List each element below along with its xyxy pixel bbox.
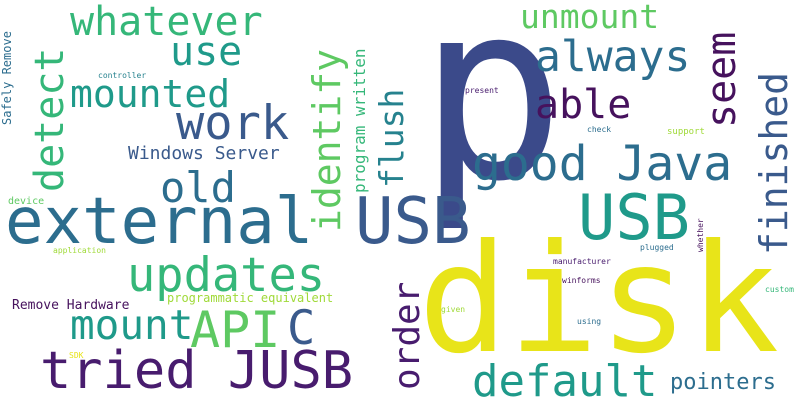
word-good-java: good Java [472,136,733,192]
word-finished: finished [752,71,796,255]
word-usb-1: USB [355,185,471,259]
word-mount: mount [70,301,194,349]
word-safely-remove: Safely Remove [0,31,14,125]
word-order: order [387,281,428,390]
word-external: external [5,185,314,259]
word-application: application [53,246,106,255]
word-device: device [8,196,45,207]
word-able: able [535,82,632,128]
word-plugged: plugged [640,243,674,252]
word-support: support [667,127,705,137]
word-detect: detect [27,47,73,193]
word-use: use [170,29,243,75]
word-whether: whether [696,218,705,252]
word-pointers: pointers [670,370,776,395]
word-custom: custom [765,285,794,294]
word-disk: disk [418,213,780,387]
word-remove-hardware: Remove Hardware [12,298,130,313]
word-old: old [160,163,236,212]
word-present: present [465,86,499,95]
word-windows-server: Windows Server [128,143,280,164]
word-whatever: whatever [70,0,263,45]
word-usb-2: USB [578,181,690,254]
word-program-written: program written [350,48,369,194]
word-unmount: unmount [520,0,660,36]
word-work: work [176,96,290,151]
word-identify: identify [305,48,349,232]
word-mounted: mounted [70,72,231,116]
word-seem: seem [699,31,745,128]
word-always: always [535,32,691,82]
word-programmatic-equivalent: programmatic equivalent [167,291,334,305]
word-winforms: winforms [562,276,601,285]
word-flush: flush [372,88,411,188]
word-controller: controller [98,71,147,80]
word-api: API [190,301,281,359]
word-default: default [472,356,658,400]
word-manufacturer: manufacturer [553,257,611,266]
word-check: check [587,125,612,134]
word-updates: updates [127,248,326,303]
word-c: C [287,301,316,356]
word-p: p [418,0,566,235]
word-sdk: SDK [69,351,84,360]
word-using: using [577,317,602,326]
word-given: given [441,305,466,314]
word-tried-jusb: tried JUSB [40,341,354,400]
